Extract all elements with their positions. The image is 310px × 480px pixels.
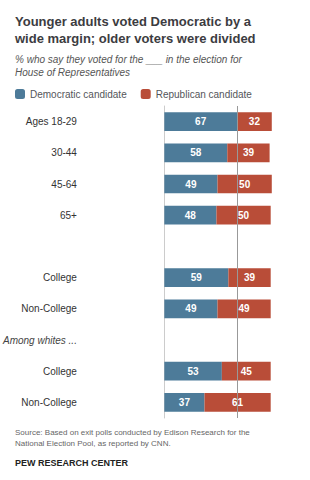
svg-text:65+: 65+ — [60, 210, 77, 221]
svg-text:Republican candidate: Republican candidate — [156, 89, 253, 100]
svg-text:College: College — [43, 366, 77, 377]
svg-text:49: 49 — [185, 303, 197, 314]
svg-text:39: 39 — [243, 147, 255, 158]
svg-text:30-44: 30-44 — [51, 147, 77, 158]
svg-text:Younger adults voted Democrati: Younger adults voted Democratic by a — [15, 14, 252, 29]
svg-text:45: 45 — [241, 366, 253, 377]
svg-text:Among whites ...: Among whites ... — [2, 335, 77, 346]
svg-text:% who say they voted for the _: % who say they voted for the ___ in the … — [15, 54, 242, 65]
svg-text:39: 39 — [244, 272, 256, 283]
svg-text:Democratic candidate: Democratic candidate — [30, 89, 127, 100]
svg-text:Non-College: Non-College — [21, 397, 77, 408]
svg-text:53: 53 — [188, 366, 200, 377]
svg-text:32: 32 — [249, 116, 261, 127]
svg-text:67: 67 — [195, 116, 207, 127]
svg-text:Ages 18-29: Ages 18-29 — [26, 116, 78, 127]
svg-text:National Election Pool, as rep: National Election Pool, as reported by C… — [15, 439, 171, 448]
svg-text:50: 50 — [239, 179, 251, 190]
svg-text:49: 49 — [239, 303, 251, 314]
svg-text:61: 61 — [232, 396, 244, 408]
svg-text:49: 49 — [185, 179, 197, 190]
svg-text:Non-College: Non-College — [21, 303, 77, 314]
svg-text:45-64: 45-64 — [51, 179, 77, 190]
svg-text:59: 59 — [191, 272, 203, 283]
svg-text:48: 48 — [185, 210, 197, 221]
svg-text:50: 50 — [238, 210, 250, 221]
svg-text:Source: Based on exit polls co: Source: Based on exit polls conducted by… — [15, 428, 250, 437]
svg-text:College: College — [43, 272, 77, 283]
svg-text:PEW RESEARCH CENTER: PEW RESEARCH CENTER — [15, 458, 129, 468]
svg-text:58: 58 — [190, 147, 202, 158]
svg-text:wide margin; older voters were: wide margin; older voters were divided — [14, 31, 256, 46]
svg-text:37: 37 — [179, 397, 191, 408]
svg-text:House of Representatives: House of Representatives — [15, 67, 130, 78]
